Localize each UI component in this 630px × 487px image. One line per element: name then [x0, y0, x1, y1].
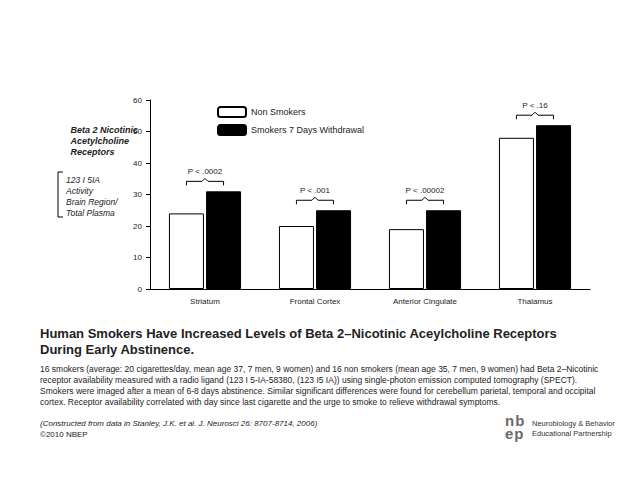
- svg-text:0: 0: [138, 285, 143, 294]
- html-text:(Constructed from data in Stan: (Constructed from data in Stanley, J.K. …: [40, 419, 318, 428]
- svg-text:Striatum: Striatum: [190, 297, 220, 306]
- svg-text:10: 10: [133, 253, 142, 262]
- svg-text:Receptors: Receptors: [70, 147, 114, 157]
- html-text:nb: nb: [505, 412, 526, 429]
- html-text:16 smokers (average: 20 cigare: 16 smokers (average: 20 cigarettes/day, …: [40, 364, 599, 407]
- svg-text:Total Plasma: Total Plasma: [66, 208, 115, 218]
- html-text:ep: ep: [505, 425, 525, 442]
- html-text:Human Smokers Have Increased L: Human Smokers Have Increased Levels of B…: [40, 326, 557, 357]
- svg-text:Thalamus: Thalamus: [517, 297, 552, 306]
- svg-text:Smokers 7 Days Withdrawal: Smokers 7 Days Withdrawal: [251, 125, 364, 135]
- svg-text:20: 20: [133, 222, 142, 231]
- svg-text:Brain Region/: Brain Region/: [66, 197, 119, 207]
- html-text:©2010 NBEP: ©2010 NBEP: [40, 430, 88, 439]
- svg-text:Anterior Cingulate: Anterior Cingulate: [393, 297, 458, 306]
- svg-text:30: 30: [133, 190, 142, 199]
- svg-text:123 I 5IA: 123 I 5IA: [66, 175, 100, 185]
- svg-text:Beta 2 Nicotinic: Beta 2 Nicotinic: [70, 125, 138, 135]
- svg-text:P < .00002: P < .00002: [406, 186, 445, 195]
- svg-text:P < .16: P < .16: [522, 101, 548, 110]
- html-text:Educational Partnership: Educational Partnership: [532, 429, 612, 438]
- svg-text:Frontal Cortex: Frontal Cortex: [290, 297, 341, 306]
- html-text:Neurobiology & Behavior: Neurobiology & Behavior: [532, 419, 615, 428]
- svg-text:40: 40: [133, 159, 142, 168]
- svg-text:Acetylcholine: Acetylcholine: [69, 136, 129, 146]
- svg-text:P < .001: P < .001: [300, 186, 330, 195]
- svg-text:60: 60: [133, 96, 142, 105]
- svg-text:P < .0002: P < .0002: [188, 167, 223, 176]
- svg-text:Non Smokers: Non Smokers: [251, 107, 306, 117]
- svg-text:50: 50: [133, 127, 142, 136]
- svg-text:Activity: Activity: [65, 186, 94, 196]
